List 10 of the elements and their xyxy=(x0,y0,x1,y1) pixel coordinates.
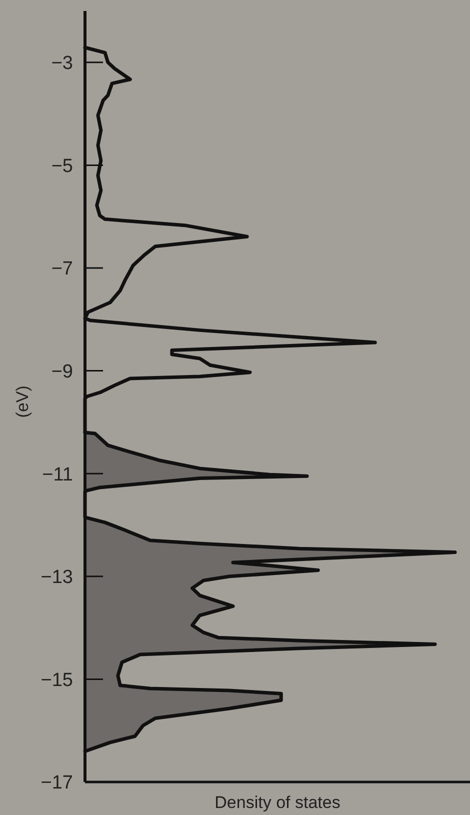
y-axis-title: (eV) xyxy=(12,386,32,418)
y-tick-label: −15 xyxy=(40,670,73,691)
y-tick-label: −13 xyxy=(40,567,73,588)
y-tick-label: −3 xyxy=(51,53,73,74)
y-tick-label: −5 xyxy=(51,156,73,177)
x-axis-title: Density of states xyxy=(214,793,340,812)
y-tick-label: −11 xyxy=(42,464,73,486)
y-tick-label: −17 xyxy=(40,772,73,794)
y-tick-label: −9 xyxy=(51,361,73,382)
y-tick-label: −7 xyxy=(51,258,73,280)
